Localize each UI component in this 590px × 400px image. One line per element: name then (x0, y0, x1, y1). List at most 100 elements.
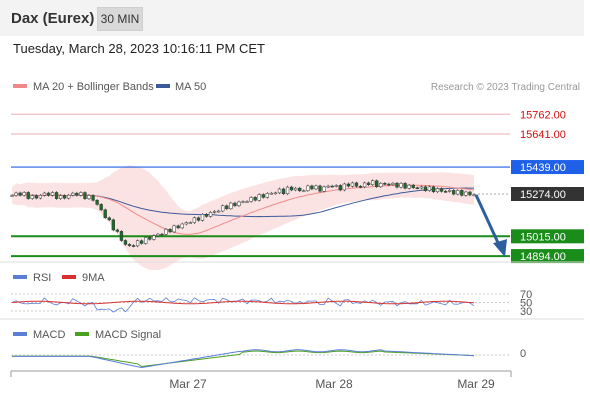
legend-swatch-macd (13, 332, 27, 336)
main-legend: MA 20 + Bollinger Bands MA 50 Research ©… (13, 81, 580, 93)
candle-body (456, 190, 460, 195)
candle-body (338, 185, 342, 191)
candle-body (221, 205, 225, 212)
candle-body (200, 214, 205, 221)
x-axis-label-mar28: Mar 28 (315, 377, 353, 391)
candle-body (127, 244, 132, 246)
candle-body (184, 222, 188, 225)
candle-body (225, 205, 229, 209)
level-tag-last (511, 187, 584, 201)
candle-body (34, 195, 38, 199)
candle-body (67, 194, 71, 199)
candle-body (180, 223, 184, 229)
candle-body (306, 185, 310, 191)
candle-body (273, 192, 278, 195)
candle-body (431, 186, 436, 193)
candle-body (379, 183, 383, 187)
candle-body (204, 214, 209, 217)
candle-body (10, 195, 14, 197)
legend-swatch-rsi (13, 275, 27, 279)
candle-body (111, 219, 115, 231)
candle-body (135, 240, 140, 247)
rsi-level-label: 30 (520, 306, 532, 318)
candle-body (131, 245, 136, 247)
candle-body (103, 209, 107, 218)
candle-body (123, 240, 128, 245)
candle-body (281, 188, 286, 195)
candle-body (99, 204, 103, 211)
candle-body (95, 200, 99, 205)
candle-body (91, 195, 95, 201)
candle-body (330, 185, 334, 188)
candle-body (26, 192, 30, 199)
candle-body (277, 188, 282, 194)
candle-body (253, 197, 257, 201)
candle-body (144, 237, 148, 244)
x-axis-label-mar27: Mar 27 (169, 377, 207, 391)
candle-body (245, 201, 249, 203)
candle-body (71, 192, 75, 196)
candle-body (30, 195, 34, 199)
right-edge (584, 0, 590, 400)
candle-body (83, 192, 87, 199)
forecast-arrow-shaft (474, 194, 502, 248)
bollinger-band-fill (12, 165, 474, 271)
candle-body (285, 186, 290, 195)
candle-body (302, 190, 306, 192)
candle-body (383, 183, 387, 185)
candle-body (156, 233, 160, 236)
candle-body (322, 186, 326, 192)
legend-swatch-ma50 (156, 84, 170, 88)
legend-label-ma50: MA 50 (175, 81, 206, 93)
candle-body (415, 187, 419, 189)
candle-body (443, 191, 448, 193)
candle-body (411, 184, 415, 188)
x-axis: Mar 27 Mar 28 Mar 29 (10, 370, 512, 391)
candle-body (160, 233, 164, 236)
candle-body (452, 190, 456, 195)
candle-body (439, 188, 444, 192)
candle-body (435, 188, 440, 193)
macd-signal-line (12, 350, 475, 368)
candle-body (107, 217, 111, 221)
candle-body (237, 201, 241, 207)
candle-body (42, 192, 47, 196)
level-label-last: 15274.00 (520, 189, 566, 201)
legend-label-rsi: RSI (33, 272, 51, 284)
candle-body (298, 187, 302, 192)
candle-body (423, 186, 428, 191)
rsi-legend: RSI 9MA (13, 272, 105, 284)
legend-label-macd: MACD (33, 329, 65, 341)
candle-body (326, 185, 330, 188)
candle-body (314, 185, 318, 190)
candle-body (217, 210, 221, 213)
level-label-resistance: 15641.00 (520, 129, 566, 141)
candle-body (18, 192, 22, 196)
candle-body (468, 191, 472, 196)
timeframe-button[interactable]: 30 MIN (97, 7, 143, 31)
chart-header: Dax (Eurex) 30 MIN (0, 0, 584, 36)
candle-body (403, 183, 407, 189)
candle-body (212, 211, 217, 213)
candle-body (419, 186, 423, 189)
candle-body (460, 190, 464, 196)
rsi-ma-line (11, 300, 475, 305)
level-tag-pivot (511, 160, 584, 175)
candle-body (294, 187, 298, 191)
candle-body (362, 182, 367, 188)
candle-body (63, 195, 67, 199)
legend-label-bollinger: MA 20 + Bollinger Bands (33, 81, 154, 93)
candle-body (334, 185, 338, 187)
rsi-line (11, 297, 475, 313)
candle-body (54, 192, 59, 199)
candle-body (75, 192, 79, 196)
level-tag-support (511, 229, 584, 244)
candle-body (448, 190, 452, 192)
level-label-resistance: 15762.00 (520, 109, 566, 121)
candle-body (407, 184, 411, 189)
candle-body (399, 183, 403, 188)
x-axis-label-mar29: Mar 29 (457, 377, 495, 391)
level-label-support: 14894.00 (520, 251, 566, 263)
